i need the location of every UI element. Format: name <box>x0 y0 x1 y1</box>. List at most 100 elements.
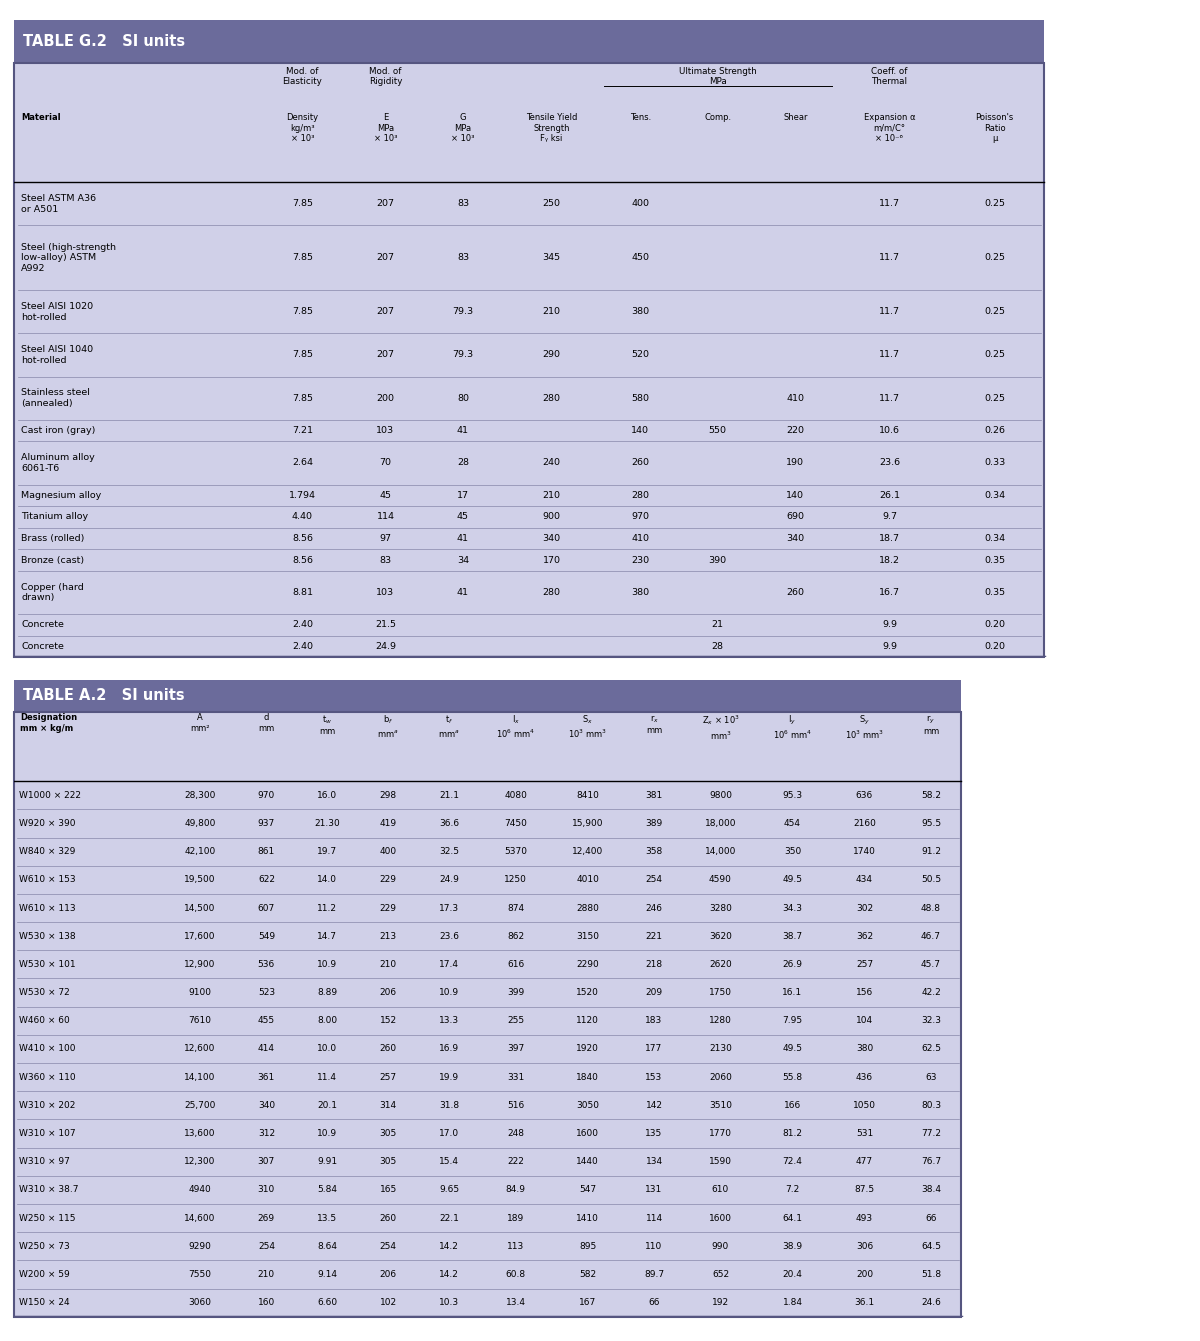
Text: 207: 207 <box>377 200 395 208</box>
Text: 269: 269 <box>258 1214 275 1223</box>
Text: 110: 110 <box>646 1242 662 1251</box>
Text: 2130: 2130 <box>709 1045 732 1054</box>
Text: 3050: 3050 <box>576 1101 599 1110</box>
Text: 1410: 1410 <box>576 1214 599 1223</box>
Text: 207: 207 <box>377 350 395 359</box>
Text: 156: 156 <box>856 988 874 998</box>
Text: 11.7: 11.7 <box>878 307 900 316</box>
Text: 345: 345 <box>542 253 560 263</box>
Text: 166: 166 <box>784 1101 802 1110</box>
Text: 7550: 7550 <box>188 1270 211 1279</box>
Text: 87.5: 87.5 <box>854 1185 875 1195</box>
Text: 13.3: 13.3 <box>439 1016 460 1026</box>
Text: 114: 114 <box>377 512 395 522</box>
Text: Tens.: Tens. <box>630 114 650 122</box>
Text: 28: 28 <box>712 642 724 650</box>
Text: 213: 213 <box>379 932 397 940</box>
Text: 381: 381 <box>646 791 662 799</box>
Text: 389: 389 <box>646 819 662 827</box>
Text: 455: 455 <box>258 1016 275 1026</box>
Text: 26.1: 26.1 <box>878 491 900 500</box>
Text: 230: 230 <box>631 555 649 565</box>
Text: 32.5: 32.5 <box>439 848 460 856</box>
Text: 103: 103 <box>377 426 395 434</box>
Text: Expansion α
m/m/C°
× 10⁻⁶: Expansion α m/m/C° × 10⁻⁶ <box>864 114 916 143</box>
Text: W310 × 107: W310 × 107 <box>19 1129 76 1139</box>
Text: 36.1: 36.1 <box>854 1298 875 1307</box>
Text: 95.5: 95.5 <box>920 819 941 827</box>
Text: 257: 257 <box>379 1073 397 1082</box>
Text: 1.84: 1.84 <box>782 1298 803 1307</box>
Text: 80: 80 <box>457 394 469 402</box>
Text: 254: 254 <box>379 1242 397 1251</box>
Text: 493: 493 <box>856 1214 874 1223</box>
Text: 1740: 1740 <box>853 848 876 856</box>
Text: 17,600: 17,600 <box>184 932 216 940</box>
Text: 177: 177 <box>646 1045 662 1054</box>
Text: Titanium alloy: Titanium alloy <box>22 512 88 522</box>
Text: 49,800: 49,800 <box>185 819 216 827</box>
Text: 102: 102 <box>379 1298 397 1307</box>
Text: 312: 312 <box>258 1129 275 1139</box>
Text: 206: 206 <box>379 1270 397 1279</box>
Text: 14.2: 14.2 <box>439 1242 460 1251</box>
FancyBboxPatch shape <box>14 63 1044 657</box>
Text: 310: 310 <box>258 1185 275 1195</box>
Text: 4.40: 4.40 <box>292 512 313 522</box>
Text: 7.85: 7.85 <box>292 350 313 359</box>
Text: Tensile Yield
Strength
Fᵧ ksi: Tensile Yield Strength Fᵧ ksi <box>526 114 577 143</box>
Text: 0.35: 0.35 <box>984 555 1006 565</box>
Text: G
MPa
× 10³: G MPa × 10³ <box>451 114 475 143</box>
Text: W920 × 390: W920 × 390 <box>19 819 76 827</box>
Text: 13,600: 13,600 <box>184 1129 216 1139</box>
Text: 516: 516 <box>506 1101 524 1110</box>
Text: 64.1: 64.1 <box>782 1214 803 1223</box>
Text: 861: 861 <box>258 848 275 856</box>
Text: 11.4: 11.4 <box>317 1073 337 1082</box>
Text: 636: 636 <box>856 791 874 799</box>
Text: W840 × 329: W840 × 329 <box>19 848 76 856</box>
Text: 32.3: 32.3 <box>920 1016 941 1026</box>
Text: 380: 380 <box>631 589 649 597</box>
Text: 434: 434 <box>856 876 872 884</box>
Text: 0.26: 0.26 <box>984 426 1006 434</box>
Text: 380: 380 <box>856 1045 874 1054</box>
Text: 218: 218 <box>646 960 662 970</box>
Text: 140: 140 <box>631 426 649 434</box>
Text: E
MPa
× 10³: E MPa × 10³ <box>373 114 397 143</box>
Text: 400: 400 <box>631 200 649 208</box>
Text: 104: 104 <box>856 1016 874 1026</box>
Text: 2.40: 2.40 <box>292 642 313 650</box>
Text: 11.2: 11.2 <box>317 904 337 912</box>
Text: 34.3: 34.3 <box>782 904 803 912</box>
Text: 152: 152 <box>379 1016 397 1026</box>
Text: b$_f$
mm$^a$: b$_f$ mm$^a$ <box>378 713 400 739</box>
Text: 50.5: 50.5 <box>920 876 941 884</box>
Text: 690: 690 <box>786 512 804 522</box>
Text: 937: 937 <box>258 819 275 827</box>
Text: 1920: 1920 <box>576 1045 599 1054</box>
Text: 280: 280 <box>542 394 560 402</box>
Text: 21.30: 21.30 <box>314 819 340 827</box>
Text: 536: 536 <box>258 960 275 970</box>
Text: t$_f$
mm$^a$: t$_f$ mm$^a$ <box>438 713 460 739</box>
Text: 254: 254 <box>258 1242 275 1251</box>
Text: 220: 220 <box>786 426 804 434</box>
Text: 7.85: 7.85 <box>292 200 313 208</box>
Text: 7.95: 7.95 <box>782 1016 803 1026</box>
Text: 3280: 3280 <box>709 904 732 912</box>
Text: 1280: 1280 <box>709 1016 732 1026</box>
Text: 547: 547 <box>580 1185 596 1195</box>
Text: 1600: 1600 <box>576 1129 599 1139</box>
Text: W460 × 60: W460 × 60 <box>19 1016 70 1026</box>
Text: 7.85: 7.85 <box>292 253 313 263</box>
Text: 19,500: 19,500 <box>184 876 216 884</box>
Text: 990: 990 <box>712 1242 730 1251</box>
Text: 16.1: 16.1 <box>782 988 803 998</box>
Text: 380: 380 <box>631 307 649 316</box>
Text: 248: 248 <box>508 1129 524 1139</box>
Text: 51.8: 51.8 <box>920 1270 941 1279</box>
Text: 331: 331 <box>506 1073 524 1082</box>
Text: 0.34: 0.34 <box>984 491 1006 500</box>
Text: W610 × 113: W610 × 113 <box>19 904 76 912</box>
